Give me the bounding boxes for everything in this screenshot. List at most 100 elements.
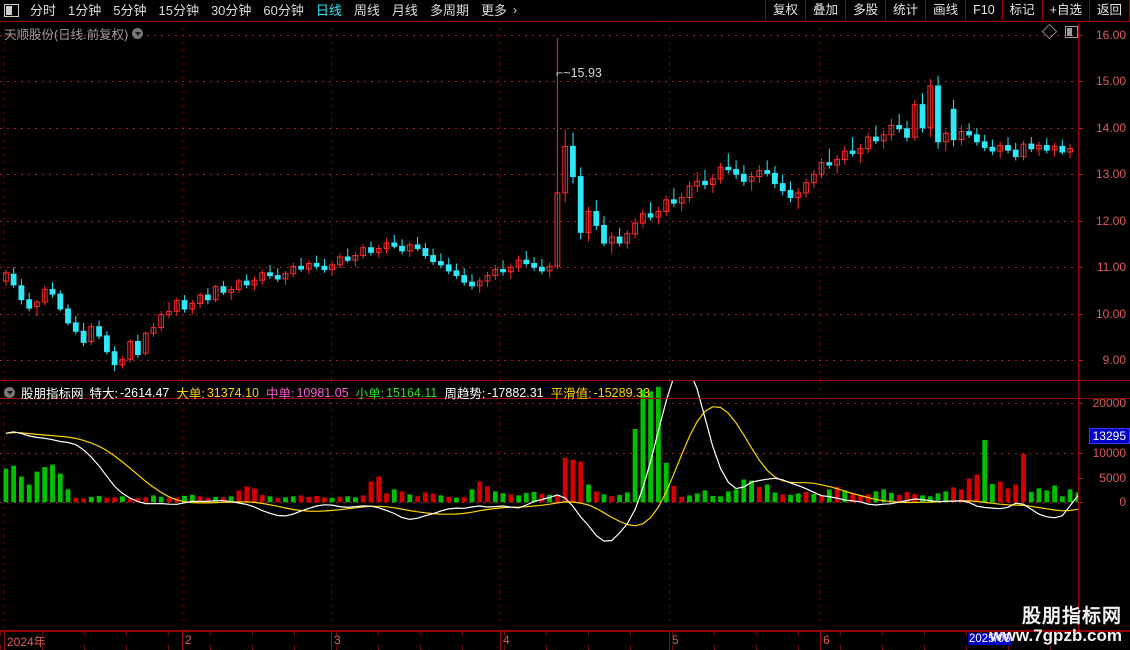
date-axis-tick [669, 631, 670, 650]
toolbar-button-8[interactable]: 返回 [1088, 0, 1130, 21]
date-axis-minor-tick [378, 645, 379, 650]
indicator-field-label: 特大: [89, 387, 118, 401]
period-tab-list: 分时 1分钟 5分钟 15分钟 30分钟 60分钟 日线 周线 月线 多周期 更多 › [24, 0, 521, 21]
date-axis-minor-tick [966, 631, 967, 636]
price-axis-tick [1079, 267, 1083, 269]
indicator-field-label: 中单: [265, 387, 295, 401]
date-axis-minor-tick [462, 631, 463, 636]
date-axis-minor-tick [0, 631, 1, 636]
indicator-plot-area[interactable] [0, 381, 1078, 630]
indicator-field-3: 小单: 15164.11 [356, 383, 438, 402]
indicator-field-list: 特大: -2614.47 大单: 31374.10 中单: 10981.05 小单: 1516… [90, 383, 650, 402]
period-tab-9[interactable]: 多周期 [429, 3, 469, 18]
date-axis-minor-tick [462, 645, 463, 650]
date-axis-minor-tick [588, 631, 589, 636]
date-axis-minor-tick [672, 631, 673, 636]
panel-icon[interactable] [1065, 26, 1078, 38]
period-tab-6[interactable]: 日线 [315, 3, 342, 18]
top-toolbar: 分时 1分钟 5分钟 15分钟 30分钟 60分钟 日线 周线 月线 多周期 更多 › 复权 叠加 多股统… [0, 0, 1130, 22]
watermark-url: www.7gpzb.com [989, 626, 1122, 645]
date-axis-minor-tick [0, 645, 1, 650]
indicator-axis-tick [1079, 477, 1083, 479]
period-tab-8[interactable]: 月线 [391, 3, 418, 18]
price-axis-label-2: 14.00 [1095, 120, 1126, 135]
date-axis-minor-tick [336, 631, 337, 636]
price-axis-tick [1079, 81, 1083, 83]
date-axis-minor-tick [798, 631, 799, 636]
price-plot-area[interactable] [0, 21, 1078, 380]
date-axis-label-1: 2 [185, 633, 192, 647]
date-axis-minor-tick [42, 645, 43, 650]
toolbar-button-1[interactable]: 叠加 [805, 0, 845, 21]
period-tab-4[interactable]: 30分钟 [210, 3, 252, 18]
price-axis-label-6: 10.00 [1095, 306, 1126, 321]
indicator-field-label: 周趋势: [444, 387, 486, 401]
toolbar-button-3[interactable]: 统计 [885, 0, 925, 21]
indicator-field-value: 15164.11 [386, 385, 438, 400]
date-axis-minor-tick [378, 631, 379, 636]
indicator-axis-label-3: 0 [1119, 495, 1126, 510]
price-axis-label-3: 13.00 [1095, 167, 1126, 182]
date-axis-minor-tick [1050, 645, 1051, 650]
toolbar-button-0[interactable]: 复权 [765, 0, 805, 21]
date-axis-minor-tick [294, 631, 295, 636]
date-axis-minor-tick [84, 645, 85, 650]
date-axis-tick [331, 631, 332, 650]
price-chart-pane[interactable]: 天顺股份(日线.前复权) 16.00 15.00 14.00 13.00 12.00 11… [0, 21, 1130, 381]
toolbar-action-group: 复权 叠加 多股 统计 画线 F10 标记 +自选 返回 [765, 0, 1130, 21]
date-axis-minor-tick [924, 645, 925, 650]
date-axis-minor-tick [168, 631, 169, 636]
price-axis-label-5: 11.00 [1096, 260, 1126, 275]
period-tab-5[interactable]: 60分钟 [263, 3, 304, 18]
toolbar-button-5[interactable]: F10 [965, 0, 1002, 21]
price-axis-label-7: 9.00 [1102, 353, 1126, 368]
diamond-icon[interactable] [1041, 23, 1058, 40]
toolbar-period-group: 分时 1分钟 5分钟 15分钟 30分钟 60分钟 日线 周线 月线 多周期 更多 › [0, 0, 521, 21]
indicator-header: 股朋指标网 特大: -2614.47 大单: 31374.10 中单: 10981.05 小… [4, 383, 650, 402]
date-axis-minor-tick [588, 645, 589, 650]
date-axis-minor-tick [294, 645, 295, 650]
indicator-field-label: 小单: [355, 387, 385, 401]
date-axis-minor-tick [630, 645, 631, 650]
date-axis-minor-tick [882, 631, 883, 636]
indicator-field-0: 特大: -2614.47 [90, 383, 170, 402]
toolbar-button-7[interactable]: +自选 [1041, 0, 1089, 21]
indicator-field-1: 大单: 31374.10 [176, 383, 259, 402]
date-axis-current-badge: 2025/06 [968, 633, 1012, 645]
period-tab-3[interactable]: 15分钟 [158, 3, 199, 18]
indicator-field-value: -2614.47 [120, 385, 170, 400]
period-tab-2[interactable]: 5分钟 [113, 3, 147, 18]
chevron-down-circle-icon[interactable] [132, 28, 144, 39]
date-axis-minor-tick [210, 631, 211, 636]
indicator-site-name: 股朋指标网 [21, 387, 84, 401]
date-axis-minor-tick [630, 631, 631, 636]
date-axis-tick [820, 631, 821, 650]
date-axis-minor-tick [126, 645, 127, 650]
indicator-axis-tick [1079, 403, 1083, 405]
toolbar-button-2[interactable]: 多股 [845, 0, 885, 21]
date-axis-minor-tick [840, 645, 841, 650]
indicator-axis-label-0: 20000 [1092, 396, 1126, 411]
toolbar-button-4[interactable]: 画线 [925, 0, 965, 21]
date-axis-minor-tick [546, 645, 547, 650]
date-axis-minor-tick [252, 645, 253, 650]
date-axis-minor-tick [126, 631, 127, 636]
watermark-title: 股朋指标网 [1021, 606, 1122, 627]
indicator-field-2: 中单: 10981.05 [266, 383, 349, 402]
toolbar-button-6[interactable]: 标记 [1001, 0, 1042, 21]
period-tab-7[interactable]: 周线 [353, 3, 380, 18]
price-axis-tick [1079, 360, 1083, 362]
indicator-pane[interactable]: 股朋指标网 特大: -2614.47 大单: 31374.10 中单: 10981.05 小… [0, 381, 1130, 631]
indicator-axis-tick [1079, 502, 1083, 504]
price-pane-title-text: 天顺股份(日线.前复权) [4, 28, 129, 42]
date-axis: 2024年 2 3 4 5 6 2025/06 [0, 631, 1130, 650]
chevron-right-icon[interactable]: › [512, 3, 517, 17]
period-tab-1[interactable]: 1分钟 [68, 3, 102, 18]
period-tab-0[interactable]: 分时 [30, 3, 57, 18]
panel-icon[interactable] [4, 4, 19, 17]
chevron-down-circle-icon[interactable] [4, 387, 15, 398]
date-axis-tick [500, 631, 501, 650]
price-axis-tick [1079, 220, 1083, 222]
period-tab-10[interactable]: 更多 [480, 3, 507, 18]
